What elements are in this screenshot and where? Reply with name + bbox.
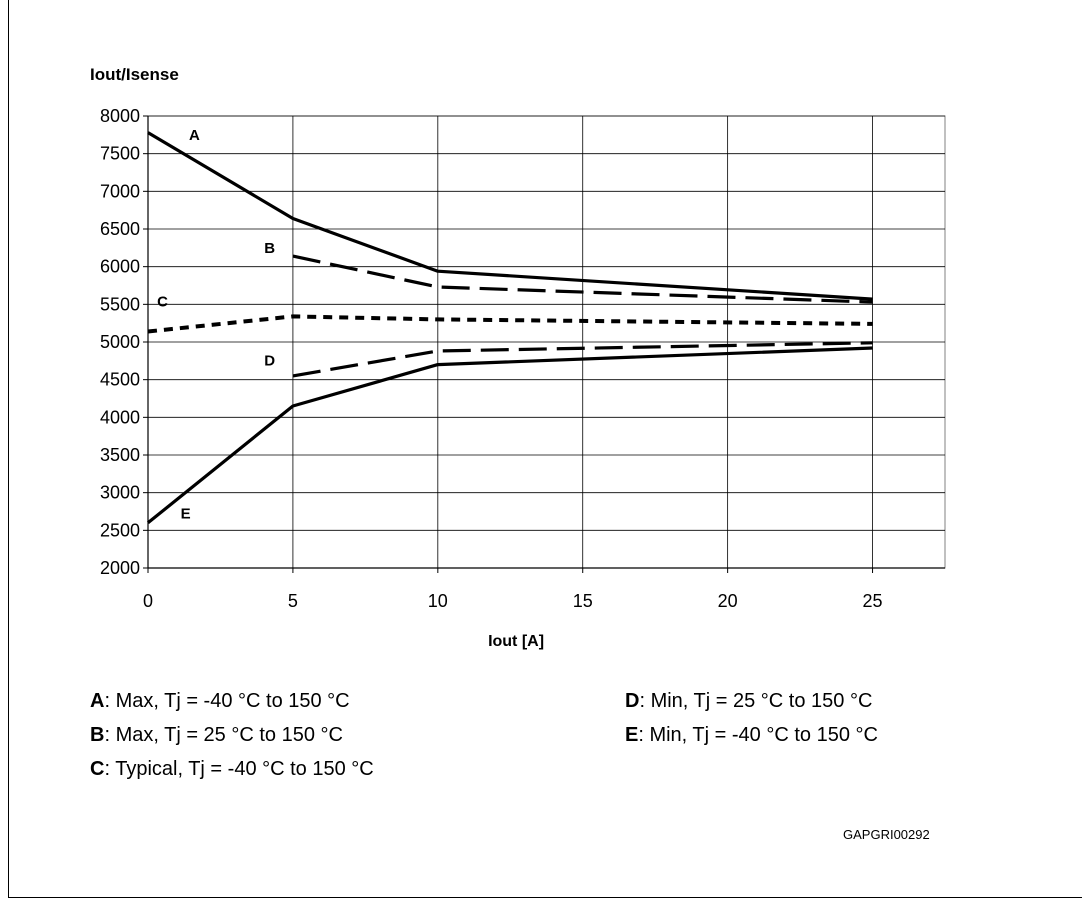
series-line-e	[146, 346, 873, 525]
y-axis-title: Iout/Isense	[90, 65, 179, 84]
figure-code: GAPGRI00292	[843, 827, 930, 842]
legend-item-a: A: Max, Tj = -40 °C to 150 °C	[90, 690, 350, 712]
curve-label-a: A	[189, 127, 200, 144]
x-tick-label: 10	[428, 591, 448, 611]
y-tick-label: 5000	[100, 332, 140, 352]
x-tick-label: 20	[718, 591, 738, 611]
curve-label-d: D	[264, 352, 275, 369]
series-line-b	[292, 254, 873, 304]
legend-item-c: C: Typical, Tj = -40 °C to 150 °C	[90, 758, 374, 780]
y-tick-label: 2500	[100, 520, 140, 540]
y-tick-label: 7000	[100, 181, 140, 201]
x-tick-label: 15	[573, 591, 593, 611]
curve-label-e: E	[181, 505, 191, 522]
y-tick-label: 8000	[100, 106, 140, 126]
legend-item-b: B: Max, Tj = 25 °C to 150 °C	[90, 724, 343, 746]
series-line-d	[292, 341, 873, 378]
y-tick-label: 4500	[100, 370, 140, 390]
y-tick-label: 5500	[100, 294, 140, 314]
x-tick-label: 25	[863, 591, 883, 611]
legend-item-d: D: Min, Tj = 25 °C to 150 °C	[625, 690, 873, 712]
x-axis-title: Iout [A]	[488, 633, 544, 650]
y-tick-label: 4000	[100, 407, 140, 427]
chart: 2000 2500 3000 3500 4000 4500 5000 5500 6000 6500…	[90, 65, 946, 650]
curve-label-c: C	[157, 294, 168, 311]
series-line-a	[147, 131, 873, 301]
y-tick-label: 7500	[100, 144, 140, 164]
x-tick-label: 5	[288, 591, 298, 611]
x-tick-label: 0	[143, 591, 153, 611]
y-tick-label: 3000	[100, 483, 140, 503]
legend-item-e: E: Min, Tj = -40 °C to 150 °C	[625, 724, 878, 746]
y-tick-label: 6500	[100, 219, 140, 239]
y-tick-label: 6000	[100, 257, 140, 277]
y-tick-label: 3500	[100, 445, 140, 465]
y-tick-label: 2000	[100, 558, 140, 578]
series-line-c	[147, 314, 873, 334]
curve-label-b: B	[264, 240, 275, 257]
